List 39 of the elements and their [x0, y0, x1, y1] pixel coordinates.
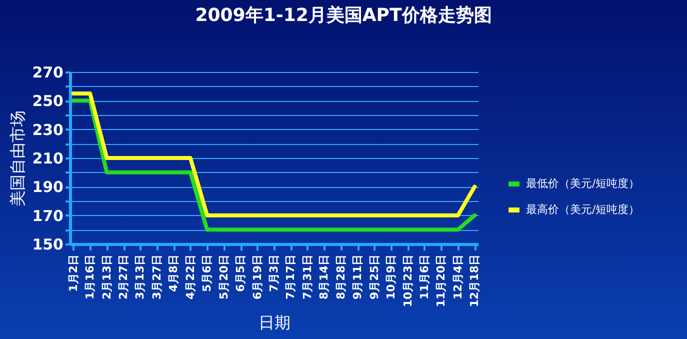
y-tick-label: 250 — [32, 92, 64, 110]
legend-label: 最低价（美元/短吨度） — [526, 177, 640, 190]
x-tick-label: 5月6日 — [200, 254, 214, 292]
legend-label: 最高价（美元/短吨度） — [526, 203, 640, 216]
x-tick-label: 10月23日 — [401, 254, 414, 308]
line-series — [71, 98, 477, 232]
x-tick-label: 12月18日 — [468, 254, 482, 308]
x-tick-label: 7月17日 — [284, 254, 298, 300]
x-tick-label: 11月20日 — [434, 254, 448, 308]
x-tick-label: 9月11日 — [351, 254, 364, 300]
y-tick-label: 190 — [32, 178, 64, 196]
chart-title: 2009年1-12月美国APT价格走势图 — [195, 5, 492, 26]
y-tick-label: 210 — [32, 150, 64, 168]
x-axis-title: 日期 — [258, 313, 290, 332]
y-tick-label: 270 — [32, 64, 64, 82]
x-tick-label: 4月22日 — [184, 254, 197, 300]
y-axis-title: 美国自由市场 — [8, 110, 28, 206]
y-tick-label: 230 — [32, 120, 64, 139]
x-tick-label: 8月14日 — [318, 254, 331, 300]
y-tick-label: 170 — [32, 206, 64, 225]
x-tick-label: 7月31日 — [300, 254, 314, 300]
line-series — [71, 92, 477, 218]
x-tick-label: 12月4日 — [451, 254, 464, 300]
x-tick-label: 11月6日 — [418, 254, 431, 300]
x-tick-label: 2月27日 — [117, 254, 130, 300]
x-tick-label: 3月27日 — [150, 254, 164, 300]
x-tick-label: 6月5日 — [234, 254, 248, 292]
x-tick-label: 1月16日 — [84, 254, 97, 300]
x-tick-label: 10月9日 — [384, 254, 398, 300]
x-tick-label: 8月28日 — [334, 254, 348, 300]
x-tick-label: 7月3日 — [268, 254, 280, 292]
x-tick-label: 2月13日 — [100, 254, 114, 300]
x-tick-label: 4月8日 — [167, 254, 180, 292]
x-tick-label: 5月20日 — [217, 254, 230, 300]
x-tick-label: 9月25日 — [368, 254, 381, 300]
x-tick-label: 1月2日 — [66, 254, 80, 292]
x-tick-label: 6月19日 — [250, 254, 264, 300]
y-tick-label: 150 — [32, 236, 64, 254]
x-tick-label: 3月13日 — [134, 254, 147, 300]
